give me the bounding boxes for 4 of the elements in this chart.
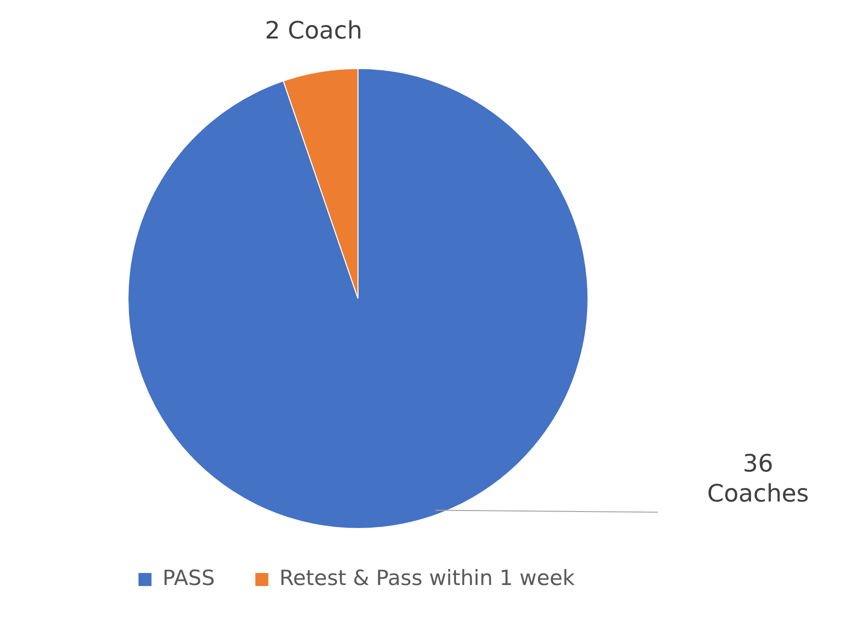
data-label: 2 Coach bbox=[264, 16, 362, 44]
legend-label: PASS bbox=[162, 566, 215, 590]
legend-label: Retest & Pass within 1 week bbox=[279, 566, 576, 590]
data-label: 36 Coaches bbox=[707, 449, 809, 508]
